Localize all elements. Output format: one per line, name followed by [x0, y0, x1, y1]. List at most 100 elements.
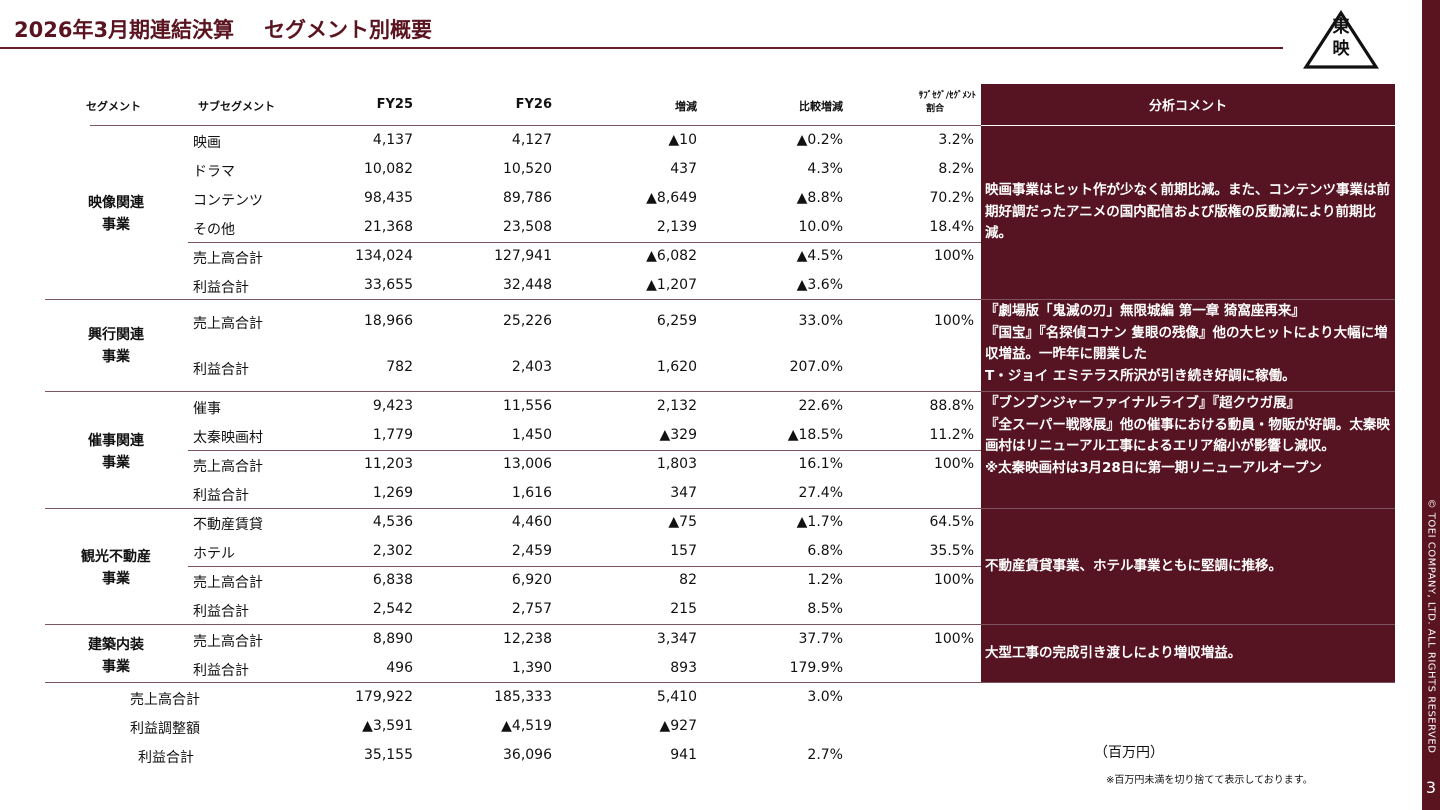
cell-share: 100% [933, 248, 974, 264]
cell-diff: 1,620 [656, 359, 697, 375]
cell-fy26: 2,757 [511, 601, 552, 617]
segment-divider [45, 508, 1395, 509]
cell-diff: 5,410 [656, 689, 697, 705]
cell-fy26: 13,006 [503, 456, 552, 472]
table-row: 催事 9,423 11,556 2,132 22.6% 88.8% [0, 393, 980, 422]
segment-divider [45, 391, 1395, 392]
cell-fy26: 4,127 [511, 132, 552, 148]
cell-fy26: 23,508 [503, 219, 552, 235]
col-header-share: ｻﾌﾞｾｸﾞ/ｾｸﾞﾒﾝﾄ 割合 [880, 90, 976, 116]
footnote: ※百万円未満を切り捨てて表示しております。 [1106, 775, 1313, 786]
cell-fy26: 2,403 [511, 359, 552, 375]
col-header-pct: 比較増減 [799, 100, 843, 113]
segment-comment-text: 『劇場版「鬼滅の刃」無限城編 第一章 猗窩座再来』 『国宝』『名探偵コナン 隻眼… [985, 303, 1388, 384]
unit-label: （百万円） [1094, 745, 1164, 761]
cell-pct: 2.7% [807, 747, 843, 763]
cell-fy26: 185,333 [494, 689, 552, 705]
cell-subsegment: 利益合計 [193, 663, 249, 679]
cell-pct: 10.0% [798, 219, 843, 235]
cell-subsegment: 売上高合計 [193, 575, 263, 591]
cell-pct: 8.5% [807, 601, 843, 617]
cell-fy25: 4,137 [372, 132, 413, 148]
segment-label-line1: 観光不動産 [81, 549, 151, 565]
segment-label: 興行関連 事業 [66, 324, 166, 368]
logo-char-2: 映 [1333, 38, 1351, 59]
cell-fy25: ▲3,591 [362, 718, 413, 734]
cell-fy26: 1,390 [511, 660, 552, 676]
cell-fy26: 36,096 [503, 747, 552, 763]
cell-subsegment: 売上高合計 [193, 251, 263, 267]
cell-pct: 37.7% [798, 631, 843, 647]
segment-divider [45, 624, 1395, 625]
segment-comment-text: 映画事業はヒット作が少なく前期比減。また、コンテンツ事業は前期好調だったアニメの… [985, 182, 1390, 242]
cell-subsegment: 映画 [193, 135, 221, 151]
page-title: 2026年3月期連結決算 セグメント別概要 [14, 14, 432, 44]
total-row: 利益合計 35,155 36,096 941 2.7% [0, 742, 980, 771]
cell-diff: ▲927 [659, 718, 698, 734]
segment-label-line2: 事業 [102, 217, 130, 233]
cell-fy25: 33,655 [364, 277, 413, 293]
cell-subsegment: ドラマ [193, 164, 235, 180]
cell-diff: 82 [679, 572, 697, 588]
segment-label: 観光不動産 事業 [66, 546, 166, 590]
cell-pct: 1.2% [807, 572, 843, 588]
col-header-diff: 増減 [675, 100, 697, 113]
cell-fy26: 4,460 [511, 514, 552, 530]
table-row: 利益合計 496 1,390 893 179.9% [0, 655, 980, 684]
cell-fy25: 8,890 [372, 631, 413, 647]
cell-diff: 157 [670, 543, 697, 559]
cell-share: 88.8% [929, 398, 974, 414]
table-row: 売上高合計 8,890 12,238 3,347 37.7% 100% [0, 626, 980, 655]
subtotal-divider [188, 566, 981, 567]
cell-fy25: 2,542 [372, 601, 413, 617]
page-number: 3 [1425, 778, 1437, 797]
cell-fy25: 11,203 [364, 456, 413, 472]
table-row: 売上高合計 6,838 6,920 82 1.2% 100% [0, 567, 980, 596]
segment-label-line2: 事業 [102, 455, 130, 471]
totals-divider [45, 682, 1395, 683]
cell-fy26: 12,238 [503, 631, 552, 647]
cell-fy25: 134,024 [355, 248, 413, 264]
cell-pct: ▲8.8% [796, 190, 843, 206]
table-row: コンテンツ 98,435 89,786 ▲8,649 ▲8.8% 70.2% [0, 185, 980, 214]
segment-label: 催事関連 事業 [66, 430, 166, 474]
segment-divider [45, 299, 1395, 300]
cell-fy25: 179,922 [355, 689, 413, 705]
cell-fy25: 6,838 [372, 572, 413, 588]
col-header-segment: セグメント [86, 100, 141, 113]
cell-diff: ▲75 [668, 514, 697, 530]
cell-fy25: 782 [386, 359, 413, 375]
cell-diff: 1,803 [656, 456, 697, 472]
total-label: 売上高合計 [130, 692, 200, 708]
cell-fy26: 11,556 [503, 398, 552, 414]
segment-label: 建築内装 事業 [66, 634, 166, 678]
cell-pct: 207.0% [789, 359, 843, 375]
page-title-sub: セグメント別概要 [264, 18, 433, 42]
segment-comment: 『劇場版「鬼滅の刃」無限城編 第一章 猗窩座再来』 『国宝』『名探偵コナン 隻眼… [981, 300, 1395, 391]
cell-pct: 6.8% [807, 543, 843, 559]
segment-comment: 大型工事の完成引き渡しにより増収増益。 [981, 625, 1395, 682]
segment-label-line2: 事業 [102, 571, 130, 587]
segment-label-line2: 事業 [102, 659, 130, 675]
total-label: 利益調整額 [130, 721, 200, 737]
cell-fy25: 35,155 [364, 747, 413, 763]
cell-diff: 893 [670, 660, 697, 676]
cell-subsegment: 不動産賃貸 [193, 517, 263, 533]
title-divider [0, 47, 1283, 49]
segment-comment: 不動産賃貸事業、ホテル事業ともに堅調に推移。 [981, 509, 1395, 624]
cell-subsegment: 利益合計 [193, 488, 249, 504]
table-row: ドラマ 10,082 10,520 437 4.3% 8.2% [0, 156, 980, 185]
cell-share: 11.2% [929, 427, 974, 443]
segment-label: 映像関連 事業 [66, 192, 166, 236]
cell-fy26: 25,226 [503, 313, 552, 329]
cell-pct: 3.0% [807, 689, 843, 705]
cell-fy26: 1,616 [511, 485, 552, 501]
cell-share: 100% [933, 572, 974, 588]
cell-fy25: 1,269 [372, 485, 413, 501]
col-header-subsegment: サブセグメント [198, 100, 275, 113]
total-row: 利益調整額 ▲3,591 ▲4,519 ▲927 [0, 713, 980, 742]
cell-diff: 215 [670, 601, 697, 617]
cell-subsegment: 太秦映画村 [193, 430, 263, 446]
cell-diff: 3,347 [656, 631, 697, 647]
cell-pct: 33.0% [798, 313, 843, 329]
